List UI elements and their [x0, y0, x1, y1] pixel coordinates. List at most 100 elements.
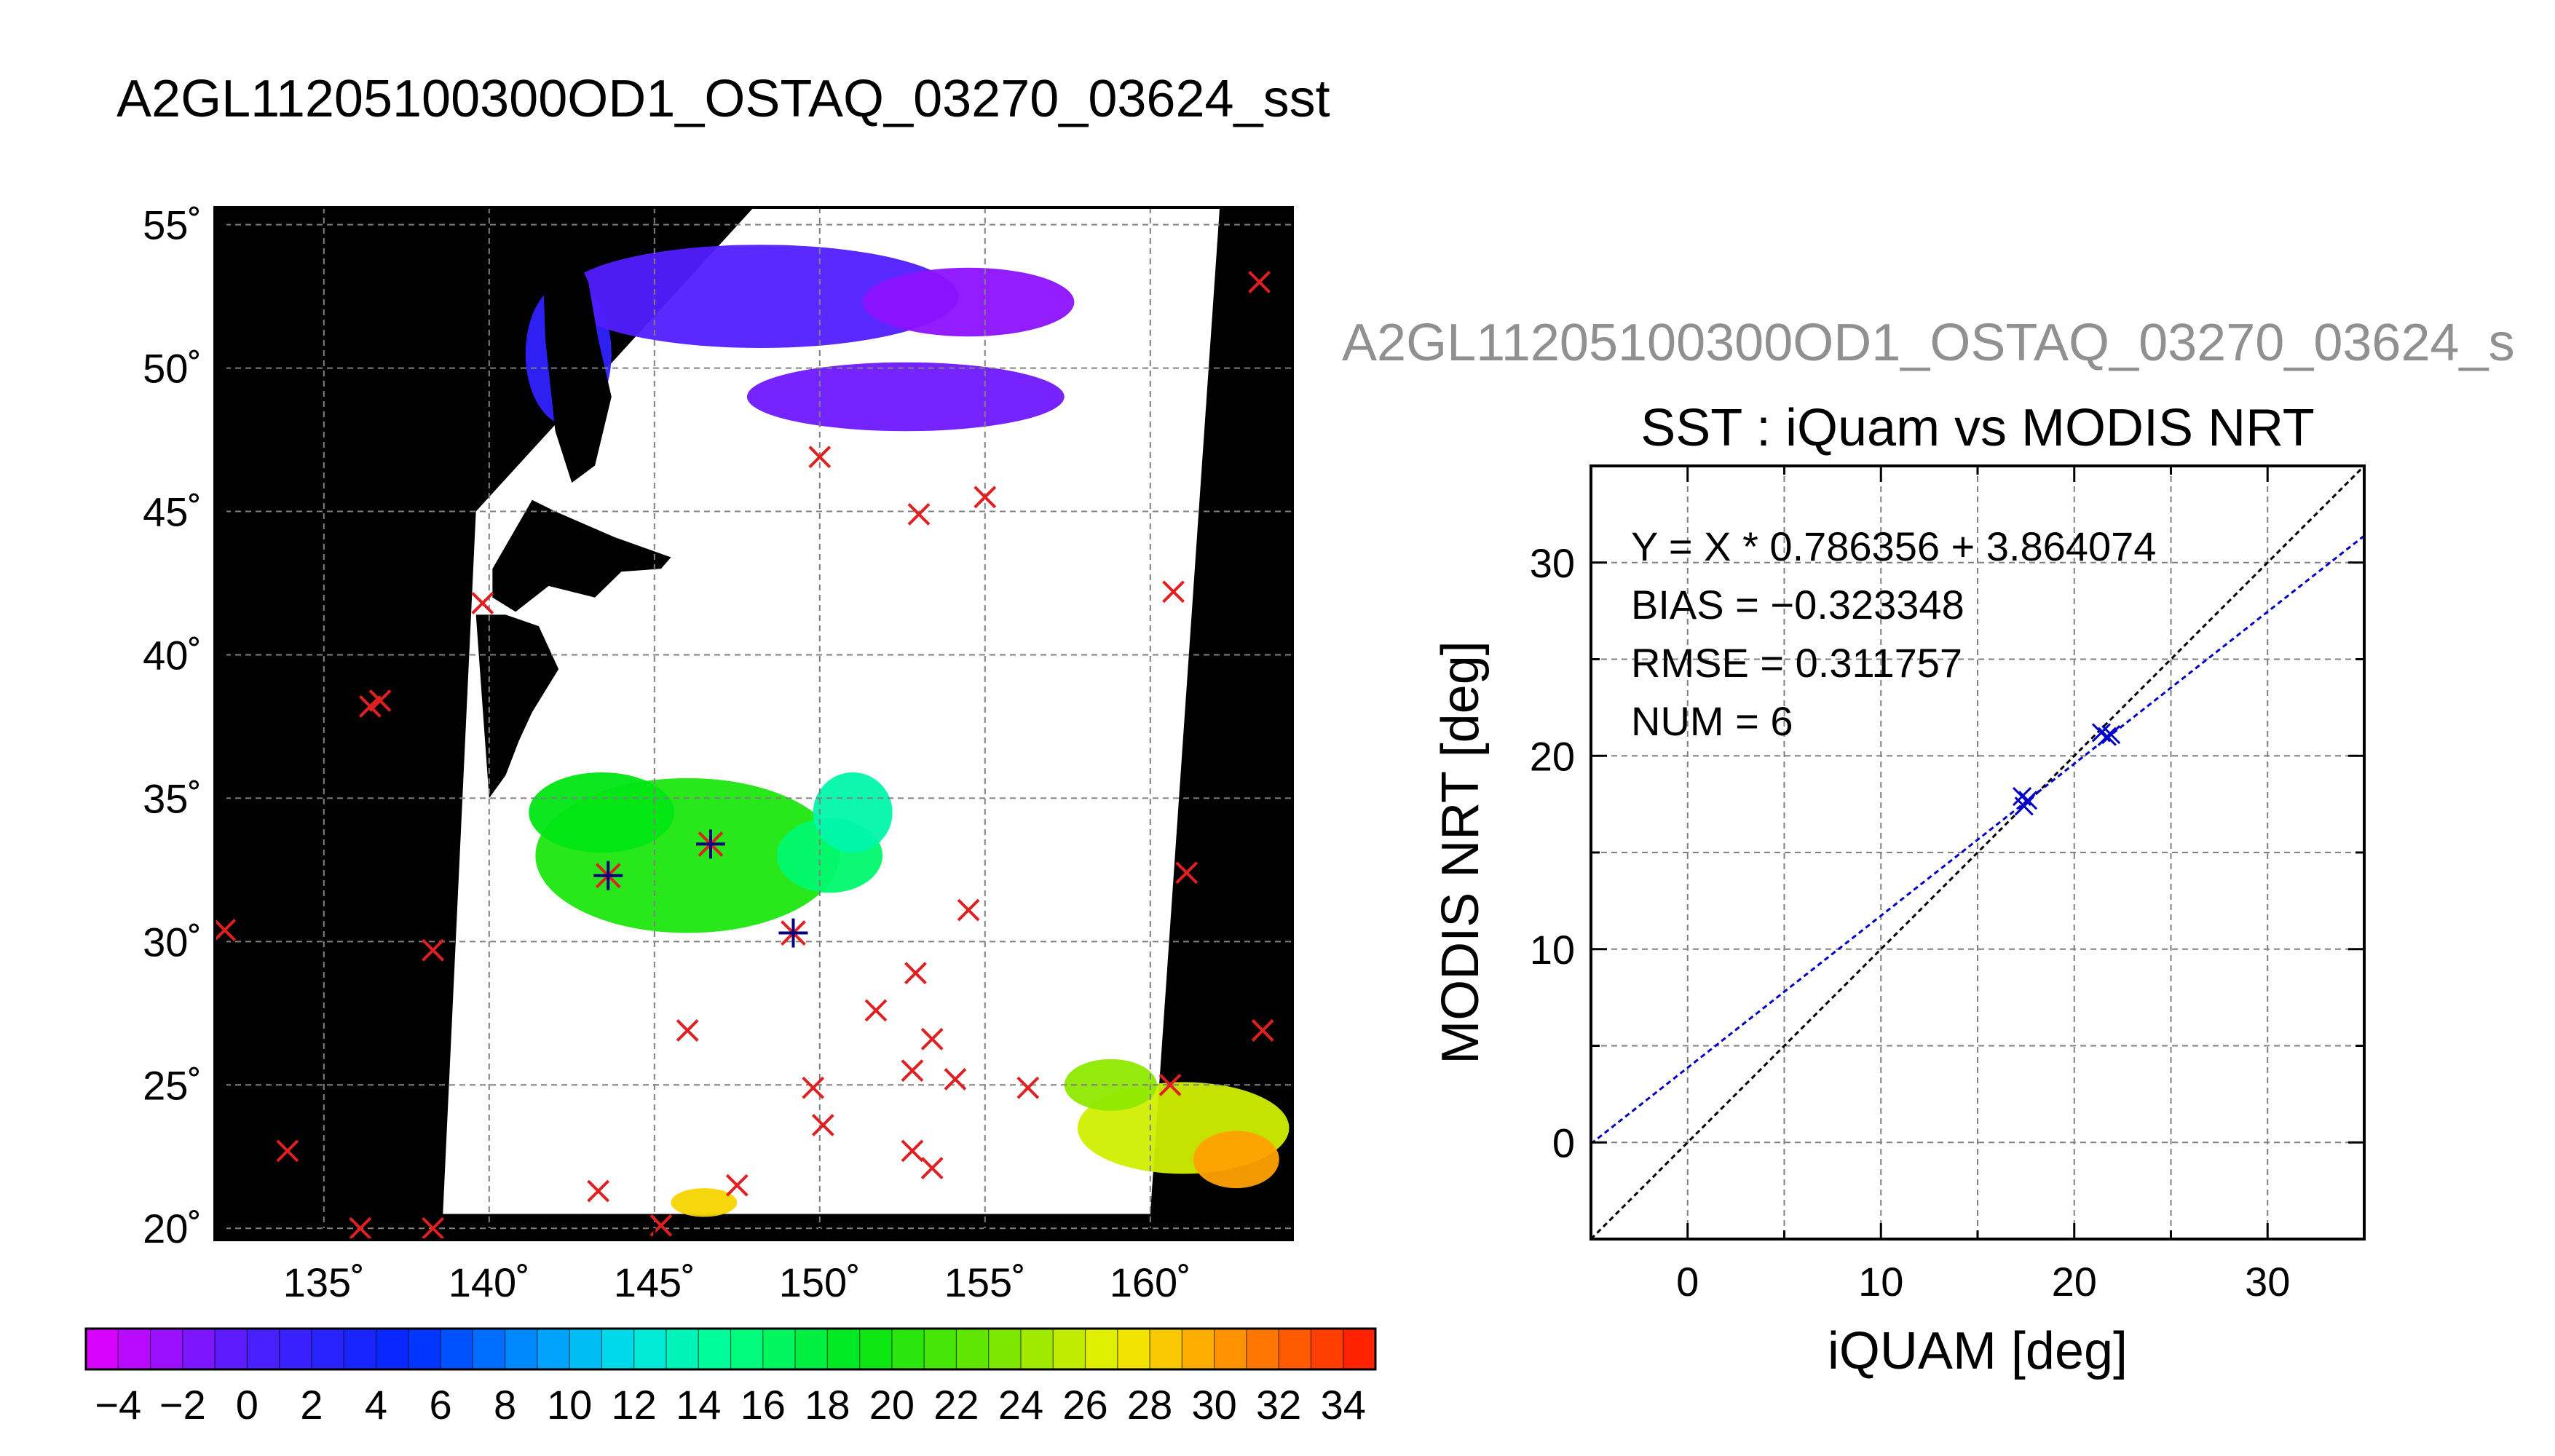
colorbar-tick-labels: −4 −2 0 2 4 6 8 10 12 14 16 18 20 22 24 26 28 30 32 34 [95, 1382, 1366, 1428]
colorbar-cell [1085, 1329, 1118, 1369]
colorbar-tick-label: 12 [612, 1382, 657, 1428]
colorbar-tick-label: 14 [676, 1382, 721, 1428]
map-frame [213, 206, 1294, 1241]
stat-rmse: RMSE = 0.311757 [1631, 640, 1962, 686]
map-y-tick-label: 25˚ [143, 1062, 202, 1108]
colorbar-tick-label: 4 [365, 1382, 387, 1428]
colorbar-tick-label: 18 [805, 1382, 850, 1428]
scatter-title: SST : iQuam vs MODIS NRT [1640, 399, 2315, 457]
matchup-marker [587, 1179, 610, 1203]
regression-line [1591, 534, 2364, 1145]
sst-patch [862, 267, 1075, 337]
colorbar-cell [633, 1329, 667, 1369]
map-x-tick-label: 145˚ [614, 1259, 695, 1305]
colorbar-cell [1053, 1329, 1086, 1369]
land-hokkaido [492, 499, 671, 612]
map-y-tick-label: 50˚ [143, 346, 202, 392]
stat-fit-equation: Y = X * 0.786356 + 3.864074 [1631, 523, 2156, 569]
sst-patch [529, 772, 675, 853]
colorbar-cell [1311, 1329, 1344, 1369]
used-matchup-marker [695, 829, 725, 859]
matchup-marker [811, 1114, 834, 1136]
map-gridlines [215, 207, 1292, 1240]
scatter-panel-title: A2GL11205100300OD1_OSTAQ_03270_03624_s [1342, 314, 2515, 372]
map-title: A2GL11205100300OD1_OSTAQ_03270_03624_sst [117, 70, 1330, 128]
colorbar-cell [505, 1329, 538, 1369]
matchup-marker [358, 695, 382, 718]
colorbar-tick-label: 6 [429, 1382, 451, 1428]
colorbar-tick-label: 0 [236, 1382, 258, 1428]
one-to-one-line [1591, 466, 2364, 1239]
matchup-marker [944, 1068, 967, 1091]
scatter-point [2014, 796, 2034, 816]
scatter-y-tick-label: 30 [1530, 540, 1575, 586]
matchup-marker [974, 486, 997, 509]
matchup-marker [422, 938, 445, 962]
colorbar-cell [118, 1329, 151, 1369]
stat-num: NUM = 6 [1631, 698, 1793, 744]
sst-patch [1064, 1059, 1157, 1111]
matchup-marker [907, 503, 931, 526]
colorbar-cell [956, 1329, 990, 1369]
colorbar-tick-label: −2 [159, 1382, 206, 1428]
used-matchup-marker [593, 860, 623, 890]
colorbar-cell [182, 1329, 216, 1369]
colorbar-cell [1279, 1329, 1311, 1369]
stat-bias: BIAS = −0.323348 [1631, 582, 1964, 628]
colorbar-cell [344, 1329, 376, 1369]
land-sakhalin [542, 245, 612, 483]
sst-patch [1193, 1131, 1279, 1189]
colorbar-cell [601, 1329, 635, 1369]
colorbar-tick-label: 22 [933, 1382, 979, 1428]
scatter-stats: Y = X * 0.786356 + 3.864074 BIAS = −0.32… [1631, 523, 2156, 744]
sst-patch [561, 245, 959, 349]
matchup-marker [725, 1174, 749, 1197]
colorbar-tick-label: 8 [494, 1382, 516, 1428]
colorbar-cell [891, 1329, 925, 1369]
map-y-tick-label: 40˚ [143, 632, 202, 678]
colorbar-tick-label: 28 [1127, 1382, 1172, 1428]
colorbar-tick-label: 30 [1191, 1382, 1236, 1428]
matchup-marker [349, 1216, 372, 1240]
colorbar-cell [827, 1329, 861, 1369]
matchup-marker [1158, 1073, 1182, 1096]
matchup-marker [368, 689, 392, 712]
scatter-y-tick-label: 0 [1552, 1120, 1575, 1166]
colorbar-cell [859, 1329, 893, 1369]
colorbar-cell [408, 1329, 441, 1369]
scatter-points [2013, 723, 2121, 816]
scatter-point [2018, 791, 2038, 810]
matchup-marker [802, 1076, 825, 1099]
colorbar-tick-label: 24 [998, 1382, 1043, 1428]
colorbar-cell [1020, 1329, 1054, 1369]
map-y-tick-label: 20˚ [143, 1206, 202, 1251]
colorbar-cell [698, 1329, 731, 1369]
colorbar-cell [215, 1329, 248, 1369]
scatter-plot: SST : iQuam vs MODIS NRT 0 10 20 300102030 … [1431, 399, 2366, 1380]
matchup-marker [901, 1059, 924, 1083]
colorbar-cell [441, 1329, 473, 1369]
swath-footprint [443, 207, 1220, 1214]
sst-patch [813, 772, 893, 853]
matchup-marker [1016, 1076, 1040, 1099]
colorbar-tick-label: 26 [1062, 1382, 1107, 1428]
map-axes: 135˚ 140˚ 145˚ 150˚ 155˚ 160˚ 20˚ 25˚ 30˚ 35˚ 40˚ 4… [143, 202, 1191, 1305]
scatter-point [2101, 724, 2121, 745]
sst-patch [746, 362, 1065, 432]
matchup-marker [1248, 270, 1271, 293]
colorbar-cell [1182, 1329, 1215, 1369]
matchup-marker [920, 1157, 944, 1179]
colorbar-cell [1150, 1329, 1182, 1369]
colorbar-tick-label: 2 [300, 1382, 323, 1428]
colorbar-cell [311, 1329, 344, 1369]
matchup-marker [904, 962, 927, 985]
colorbar-tick-label: 20 [869, 1382, 915, 1428]
map-x-tick-label: 150˚ [779, 1259, 861, 1305]
colorbar-frame [84, 1327, 1377, 1371]
scatter-gridlines [1591, 466, 2364, 1239]
matchup-marker [676, 1019, 699, 1042]
colorbar-cell [376, 1329, 409, 1369]
colorbar: −4 −2 0 2 4 6 8 10 12 14 16 18 20 22 24 26 28 30 32 34 [84, 1327, 1377, 1428]
colorbar-cell [473, 1329, 506, 1369]
